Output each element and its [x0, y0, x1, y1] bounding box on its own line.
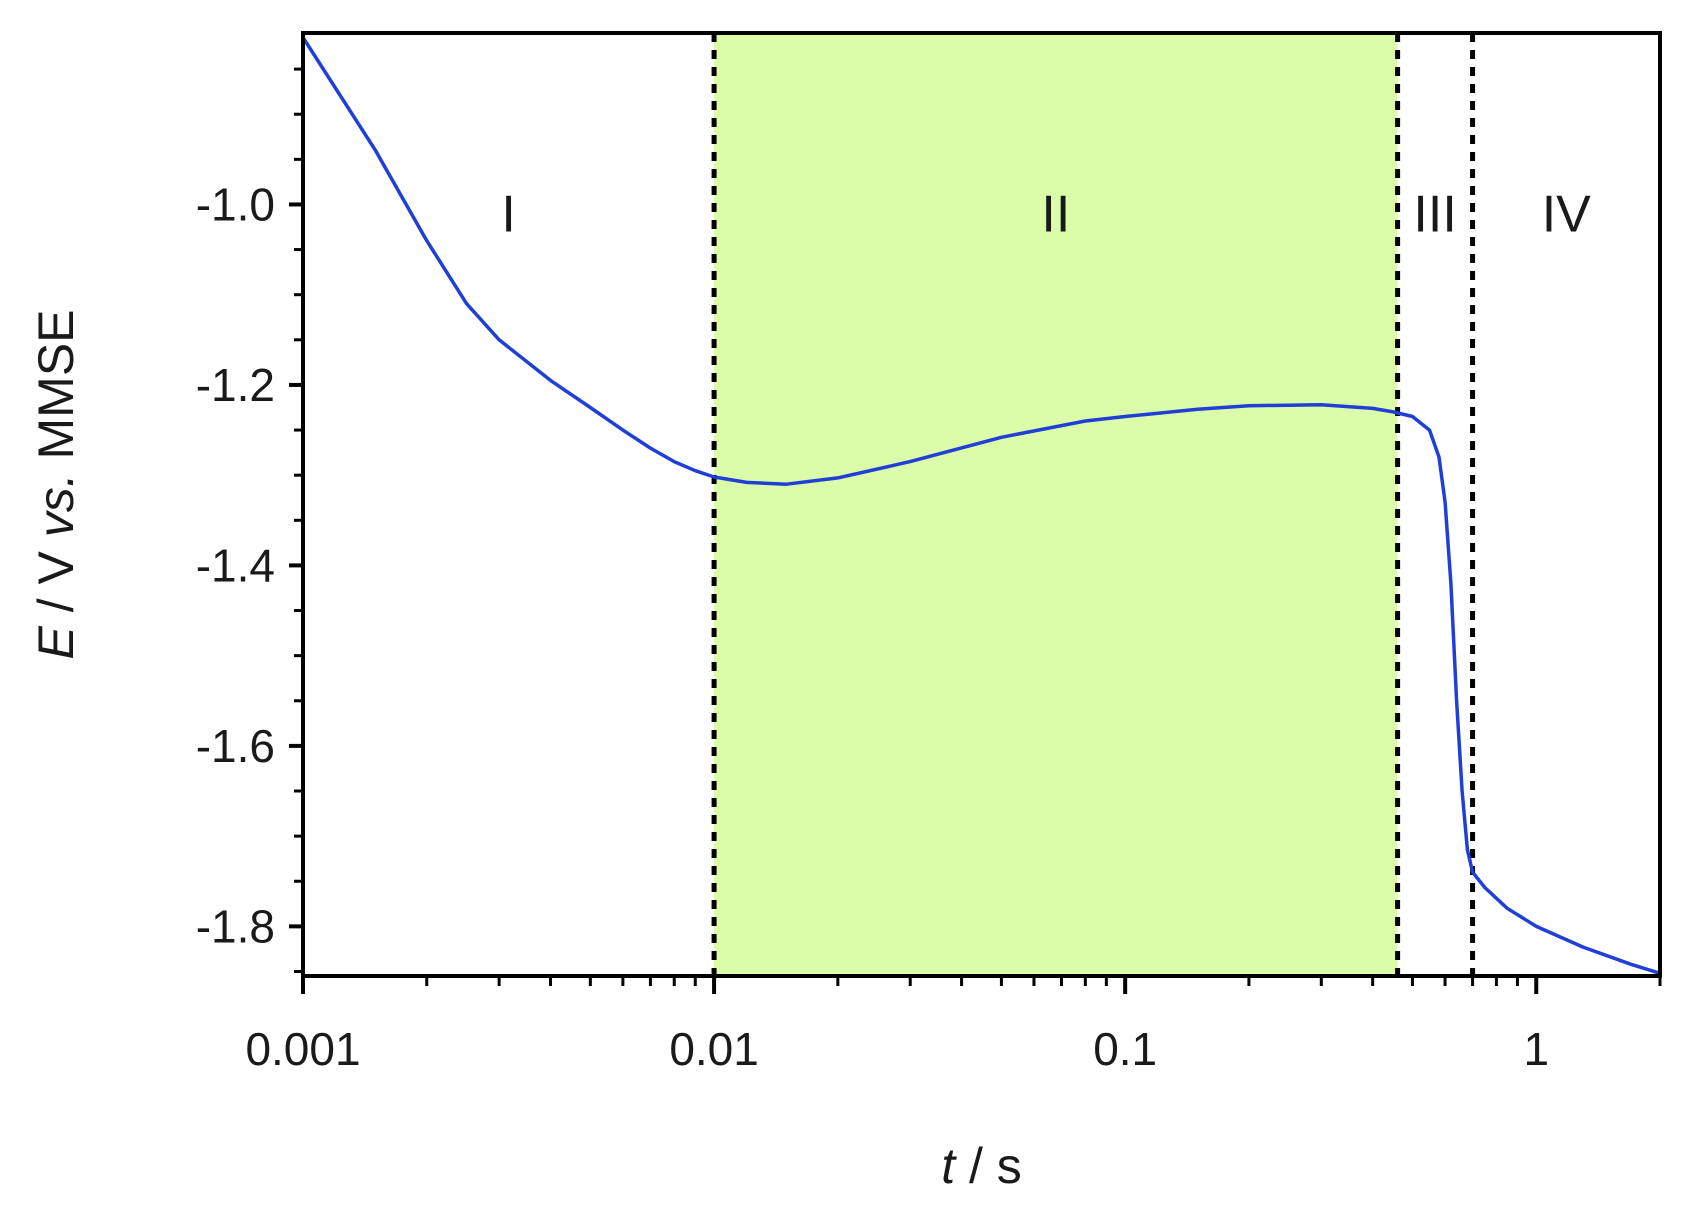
y-tick-label: -1.4: [196, 539, 275, 591]
y-tick-label: -1.8: [196, 900, 275, 952]
region-label: II: [1041, 185, 1070, 243]
y-tick-label: -1.0: [196, 178, 275, 230]
y-axis-title: E / V vs. MMSE: [28, 309, 84, 659]
x-tick-label: 1: [1523, 1023, 1549, 1075]
region-label: III: [1413, 185, 1456, 243]
plot-frame: [301, 31, 1662, 978]
region-boundary-layer: [711, 33, 1476, 976]
x-tick-label: 0.001: [245, 1023, 360, 1075]
x-axis-title: t / s: [941, 1138, 1022, 1194]
region-label: IV: [1542, 185, 1591, 243]
y-tick-label: -1.2: [196, 359, 275, 411]
axes-layer: -1.0 -1.2 -1.4 -1.6 -1.8 0.001 0.01 0.1 1: [196, 67, 1662, 1075]
region-shade-II: [714, 33, 1398, 976]
series-line: [301, 35, 1662, 976]
series-layer: [301, 35, 1662, 976]
region-shading-layer: [714, 33, 1398, 976]
region-label: I: [501, 185, 515, 243]
region-label-layer: I II III IV: [501, 185, 1591, 243]
x-tick-label: 0.01: [669, 1023, 759, 1075]
x-tick-label: 0.1: [1093, 1023, 1157, 1075]
y-tick-label: -1.6: [196, 720, 275, 772]
